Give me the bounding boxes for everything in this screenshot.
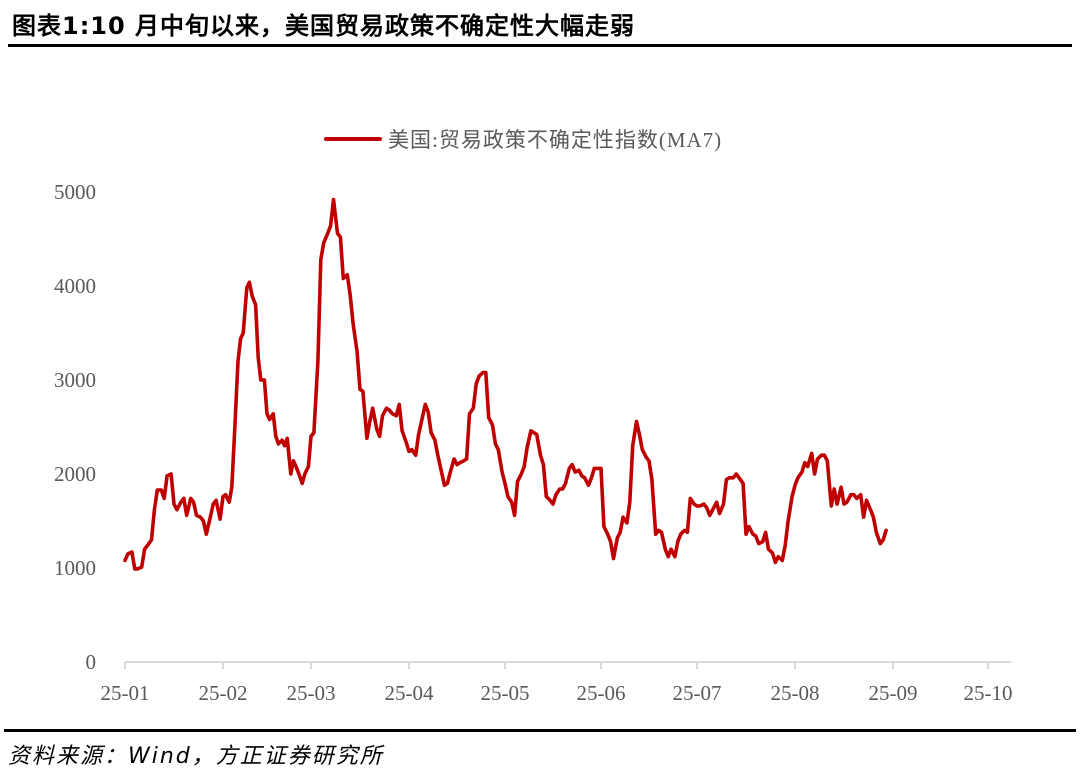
x-tick-label: 25-01 xyxy=(101,681,150,705)
footer-divider xyxy=(4,729,1076,732)
x-tick-label: 25-07 xyxy=(673,681,722,705)
title-divider xyxy=(8,44,1072,47)
y-tick-label: 2000 xyxy=(54,462,96,486)
y-tick-label: 3000 xyxy=(54,368,96,392)
x-tick-label: 25-06 xyxy=(577,681,626,705)
source-note: 资料来源：Wind，方正证券研究所 xyxy=(8,744,384,769)
y-tick-label: 5000 xyxy=(54,180,96,204)
x-tick-label: 25-08 xyxy=(771,681,820,705)
x-tick-label: 25-02 xyxy=(199,681,248,705)
x-axis: 25-01 25-02 25-03 25-04 25-05 25-06 25-07 25-08… xyxy=(101,661,1013,705)
series-line-trade-policy-uncertainty xyxy=(123,197,888,571)
chart-title: 图表1:10 月中旬以来，美国贸易政策不确定性大幅走弱 xyxy=(12,12,636,40)
y-axis: 0 1000 2000 3000 4000 5000 xyxy=(54,180,96,674)
x-tick-label: 25-03 xyxy=(287,681,336,705)
y-tick-label: 1000 xyxy=(54,556,96,580)
y-tick-label: 4000 xyxy=(54,274,96,298)
legend-swatch-line xyxy=(324,137,382,141)
x-tick-label: 25-09 xyxy=(869,681,918,705)
x-tick-label: 25-04 xyxy=(385,681,434,705)
x-tick-label: 25-10 xyxy=(964,681,1013,705)
y-tick-label: 0 xyxy=(86,650,97,674)
x-tick-label: 25-05 xyxy=(481,681,530,705)
chart-legend: 美国:贸易政策不确定性指数(MA7) xyxy=(324,124,722,154)
legend-label: 美国:贸易政策不确定性指数(MA7) xyxy=(388,128,723,152)
